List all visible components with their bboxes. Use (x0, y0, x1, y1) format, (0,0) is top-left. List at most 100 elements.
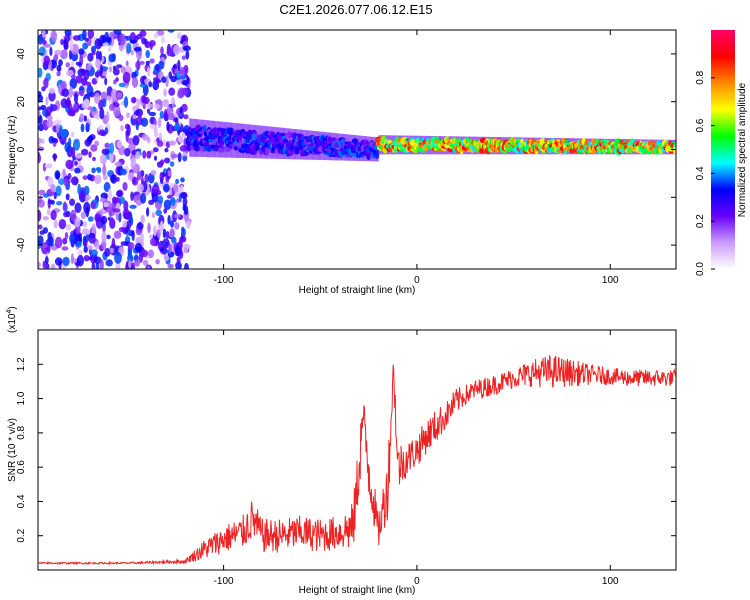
spectrogram-cell (74, 216, 81, 228)
spectrogram-cell (79, 113, 85, 123)
spectrogram-cell (157, 117, 162, 128)
spectrogram-cell (112, 67, 120, 76)
spectrogram-cell (140, 192, 147, 204)
spectrogram-cell (66, 69, 74, 77)
spectrogram-cell (153, 155, 158, 161)
spectrogram-cell (88, 151, 92, 158)
spectrogram-cell (151, 192, 159, 203)
spectrogram-cell (153, 32, 159, 39)
spectrogram-cell (130, 216, 134, 226)
spectrogram-cell (41, 138, 45, 144)
spectrogram-cell (160, 220, 164, 231)
spectrogram-cell (158, 132, 163, 141)
spectrogram-cell (70, 209, 77, 222)
spectrogram-cell (347, 141, 352, 148)
spectrogram-cell (184, 262, 189, 269)
spectrogram-cell (60, 38, 64, 46)
spectrogram-cell (95, 50, 100, 61)
spectrogram-cell (129, 39, 137, 44)
spectrogram-cell (64, 232, 69, 240)
spectrogram-cell (85, 122, 90, 133)
spectrogram-cell (48, 236, 54, 247)
spectrogram-cell (87, 173, 92, 181)
spectrogram-cell (38, 110, 41, 118)
spectrogram-cell (161, 36, 165, 44)
snr-y-tick-label: 0.4 (16, 494, 27, 508)
spectrogram-cell (142, 150, 147, 159)
spectrogram-cell (103, 201, 109, 208)
spectrogram-cell (83, 246, 88, 253)
spectrogram-cell (86, 64, 92, 71)
snr-x-tick-label: 100 (602, 576, 619, 587)
spectrogram-cell (69, 86, 73, 98)
spectrogram-cell (138, 112, 142, 119)
spectrogram-cell (165, 231, 170, 239)
spectrogram-cell (87, 52, 94, 62)
spectrogram-cell (142, 259, 149, 266)
spectrogram-cell (96, 167, 102, 173)
spectrogram-cell (123, 96, 129, 108)
spectrogram-cell (119, 33, 126, 46)
spectrogram-cell (154, 131, 159, 138)
spectrogram-cell (42, 40, 47, 45)
spectrogram-cell (116, 140, 123, 149)
snr-y-multiplier: (x104) (6, 306, 18, 333)
spectrogram-cell (62, 88, 69, 97)
spectrogram-cell (98, 129, 106, 136)
colorbar-tick-label: 0.0 (695, 262, 706, 276)
spectrogram-cell (47, 199, 55, 204)
spectrogram-cell (46, 209, 51, 216)
snr-y-tick-label: 0.6 (16, 460, 27, 474)
spectrogram-cell (181, 80, 189, 86)
spectrogram-cell (177, 135, 184, 143)
spectrogram-cell (75, 61, 82, 66)
spectrogram-cell (161, 76, 167, 83)
spectrogram-cell (70, 131, 75, 138)
spectrogram-cell (156, 30, 165, 36)
spectrogram-cell (73, 92, 79, 104)
spectrogram-cell (170, 75, 177, 83)
spectrogram-cell (170, 197, 176, 206)
spectrogram-cell (47, 114, 53, 122)
spectrogram-cell (166, 194, 173, 199)
spectrogram-cell (170, 220, 174, 228)
spectrogram-cell (160, 46, 164, 55)
spectrogram-cell (112, 208, 121, 213)
spectrogram-cell (182, 155, 188, 162)
spectrogram-cell (115, 77, 119, 82)
spectrogram-cell (102, 42, 109, 47)
spectrogram-cell (38, 35, 43, 45)
spectrogram-cell (53, 153, 57, 162)
spectrogram-cell (102, 98, 107, 108)
spectrogram-cell (65, 159, 74, 170)
spectrogram-cell (101, 231, 107, 243)
spectrogram-cell (148, 111, 157, 117)
spectrogram-cell (50, 184, 56, 193)
spectrogram-cell (87, 216, 94, 222)
spectrogram-cell (63, 211, 68, 218)
spectrogram-cell (140, 117, 149, 127)
spectrogram-cell (131, 176, 139, 186)
spectrogram-cell (129, 204, 137, 209)
spectrogram-cell (134, 259, 140, 267)
spectrogram-cell (145, 60, 150, 65)
spectrogram-cell (162, 139, 168, 147)
spectrogram-cell (81, 228, 90, 236)
spectrogram-cell (84, 37, 89, 42)
spectrogram-cell (92, 106, 97, 112)
spectrogram-cell (124, 236, 131, 243)
spectrogram-cell (113, 30, 122, 36)
spectrogram-cell (110, 174, 118, 184)
spectrogram-cell (54, 257, 63, 266)
spectrogram-cell (126, 42, 132, 54)
spectrogram-cell (38, 151, 41, 163)
spectrogram-cell (241, 123, 245, 158)
colorbar-tick-label: 0.8 (695, 70, 706, 84)
spectrogram-cell (122, 220, 128, 228)
spectrogram-x-tick-label: 0 (414, 275, 420, 286)
spectrogram-cell (136, 171, 142, 181)
spectrogram-cell (160, 247, 165, 252)
spectrogram-cell (179, 145, 187, 152)
spectrogram-cell (38, 114, 43, 125)
spectrogram-cell (149, 238, 156, 246)
